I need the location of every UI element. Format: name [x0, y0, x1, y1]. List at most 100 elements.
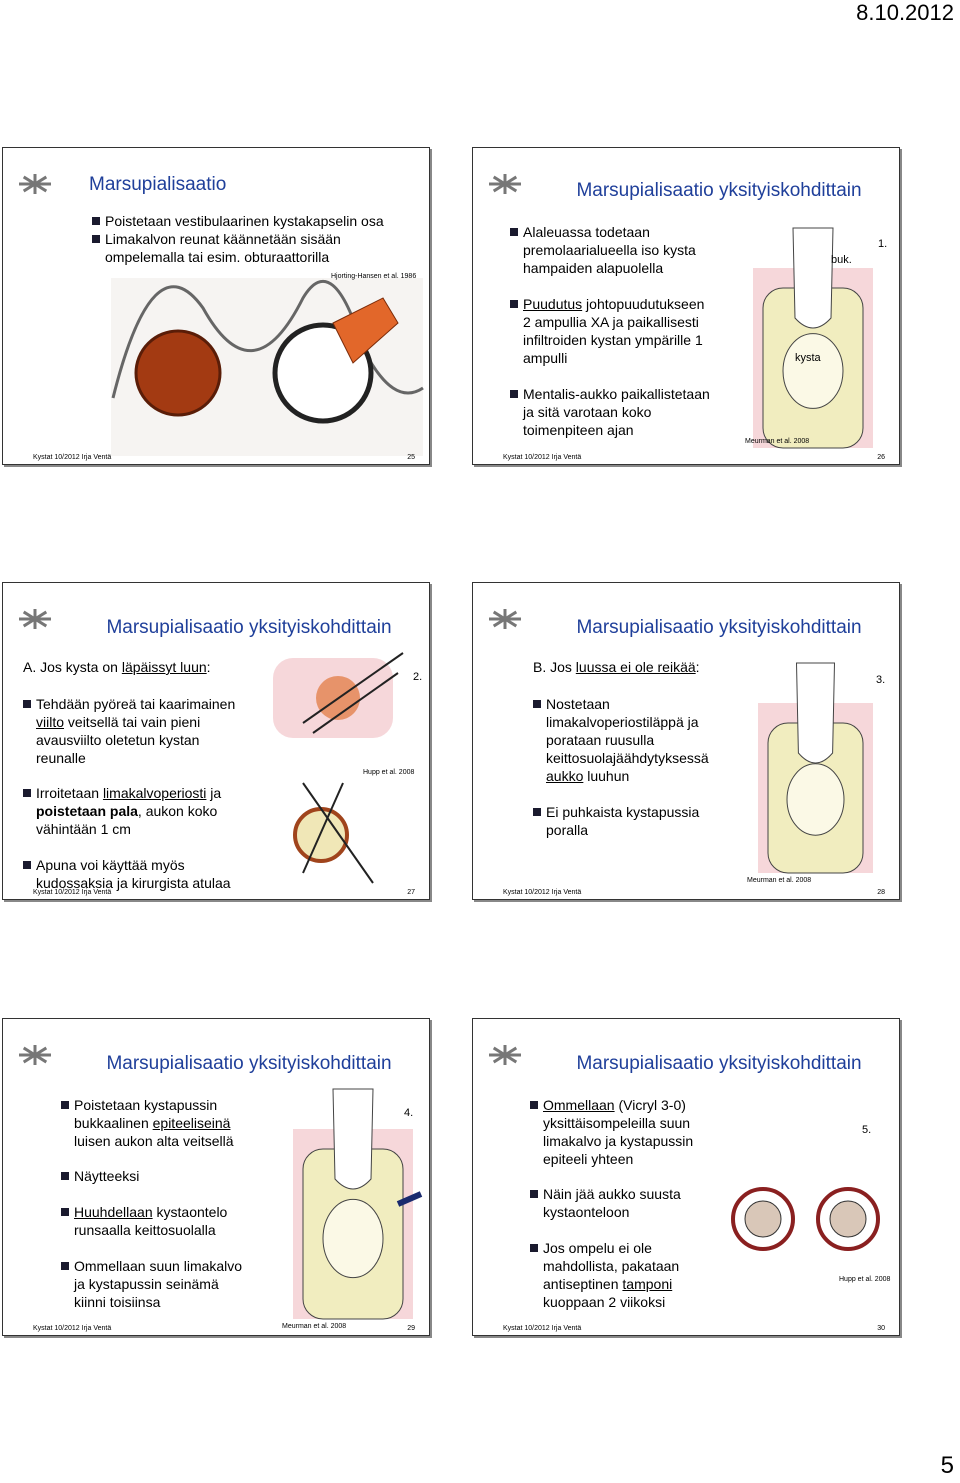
- bullet-line: Näytteeksi: [74, 1167, 139, 1185]
- bullet-line: porataan ruusulla: [546, 731, 654, 749]
- bullet-marker: [510, 390, 518, 398]
- scissors: [302, 652, 404, 734]
- text-run: keittosuolajäähdytyksessä: [546, 750, 709, 766]
- bullet-marker: [533, 700, 541, 708]
- text-run: kuoppaan 2 viikoksi: [543, 1294, 666, 1310]
- bullet-line: toimenpiteen ajan: [523, 421, 634, 439]
- credit: Hupp et al. 2008: [839, 1276, 891, 1283]
- logo: [34, 1053, 48, 1064]
- logo: [492, 1046, 506, 1057]
- cyst: [786, 763, 845, 836]
- slide-title: Marsupialisaatio yksityiskohdittain: [576, 180, 862, 201]
- text-run: Nostetaan: [546, 696, 610, 712]
- slide: Marsupialisaatio Poistetaan vestibulaarin…: [2, 147, 430, 465]
- text-run: ompelemalla tai esim. obturaattorilla: [105, 249, 330, 265]
- text-run: Poistetaan kystapussin: [74, 1097, 218, 1113]
- bullet-line: Näin jää aukko suusta: [543, 1185, 681, 1203]
- bullet-line: poralla: [546, 821, 588, 839]
- bullet-line: poistetaan pala, aukon koko: [36, 802, 217, 820]
- bullet-line: premolaarialueella iso kysta: [523, 241, 696, 259]
- bullet-marker: [510, 228, 518, 236]
- tooth: [332, 1088, 374, 1190]
- text-run: 2 ampullia XA ja paikallisesti: [523, 314, 699, 330]
- bullet-marker: [530, 1244, 538, 1252]
- logo: [504, 1046, 518, 1057]
- bullet-line: Poistetaan kystapussin: [74, 1096, 217, 1114]
- bullet-marker: [61, 1101, 69, 1109]
- bullet-line: viilto veitsellä tai vain pieni: [36, 713, 200, 731]
- text-run: kudossaksia ja kirurgista atulaa: [36, 875, 231, 891]
- text-run: mahdollista, pakataan: [543, 1258, 680, 1274]
- bullet-line: Ei puhkaista kystapussia: [546, 803, 699, 821]
- bullet-line: epiteeli yhteen: [543, 1150, 633, 1168]
- figure: [19, 1045, 423, 1320]
- text-run: tamponi: [622, 1276, 673, 1292]
- bullet-line: Poistetaan vestibulaarinen kystakapselin…: [105, 212, 384, 230]
- cyst: [744, 1200, 782, 1238]
- figure: [489, 609, 873, 874]
- text-run: premolaarialueella iso kysta: [523, 242, 696, 258]
- text-run: limakalvoperiosti: [102, 785, 207, 801]
- text-run: aukko: [546, 768, 584, 784]
- text-run: Puudutus: [523, 296, 583, 312]
- text-run: Tehdään pyöreä tai kaarimainen: [36, 696, 236, 712]
- footer: Kystat 10/2012 Irja Ventä: [503, 454, 582, 461]
- bullet-marker: [23, 700, 31, 708]
- bullet-marker: [61, 1208, 69, 1216]
- bullet-line: reunalle: [36, 749, 86, 767]
- bullet-line: Limakalvon reunat käännetään sisään: [105, 230, 341, 248]
- cyst: [782, 333, 844, 409]
- text-run: hampaiden alapuolella: [523, 260, 664, 276]
- bullet-line: ja sitä varotaan koko: [523, 403, 651, 421]
- bullet-line: 2 ampullia XA ja paikallisesti: [523, 313, 699, 331]
- bullet-line: avausviilto oletetun kystan: [36, 731, 199, 749]
- credit: Meurman et al. 2008: [282, 1323, 347, 1330]
- logo: [22, 175, 36, 186]
- logo: [504, 610, 518, 621]
- text-run: Ommellaan suun limakalvo: [74, 1258, 243, 1274]
- bullet-marker: [92, 235, 100, 243]
- bullet-marker: [510, 300, 518, 308]
- bullet-line: Ommellaan (Vicryl 3-0): [543, 1096, 686, 1114]
- bullet-line: ampulli: [523, 349, 567, 367]
- bullet-line: bukkaalinen epiteeliseinä: [74, 1114, 230, 1132]
- text-run: antiseptinen: [543, 1276, 623, 1292]
- bullet-line: luisen aukon alta veitsellä: [74, 1132, 234, 1150]
- text-run: kiinni toisiinsa: [74, 1294, 161, 1310]
- text-run: veitsellä tai vain pieni: [64, 714, 201, 730]
- figure: [489, 1045, 880, 1251]
- bullet-line: Mentalis-aukko paikallistetaan: [523, 385, 710, 403]
- tooth: [792, 227, 834, 329]
- text-run: reunalle: [36, 750, 86, 766]
- text-run: avausviilto oletetun kystan: [36, 732, 200, 748]
- bullet-marker: [530, 1101, 538, 1109]
- slide-title: Marsupialisaatio yksityiskohdittain: [106, 617, 392, 638]
- tooth: [795, 662, 836, 764]
- slide-number: 29: [407, 1325, 415, 1332]
- text-run: poistetaan pala: [36, 803, 138, 819]
- text-run: limakalvoperiostiläppä ja: [546, 714, 699, 730]
- bullet-line: infiltroiden kystan ympärille 1: [523, 331, 703, 349]
- bullet-line: keittosuolajäähdytyksessä: [546, 749, 709, 767]
- footer: Kystat 10/2012 Irja Ventä: [503, 889, 582, 896]
- text-run: (Vicryl 3-0): [614, 1097, 686, 1113]
- logo: [34, 175, 48, 186]
- figure: [19, 174, 424, 456]
- bullet-marker: [61, 1172, 69, 1180]
- bullet-line: Puudutus johtopuudutukseen: [523, 295, 704, 313]
- text-run: kystaontelo: [152, 1204, 228, 1220]
- logo: [22, 1046, 36, 1057]
- figure-label: kysta: [795, 352, 821, 364]
- figure: [489, 174, 873, 449]
- intro: B. Jos luussa ei ole reikää:: [533, 658, 700, 676]
- logo: [22, 610, 36, 621]
- text-run: epiteeli yhteen: [543, 1151, 634, 1167]
- bullet-line: ja kystapussin seinämä: [74, 1275, 219, 1293]
- bullet-line: Ommellaan suun limakalvo: [74, 1257, 242, 1275]
- bullet-marker: [23, 861, 31, 869]
- bullet-line: kystaonteloon: [543, 1203, 629, 1221]
- text-run: porataan ruusulla: [546, 732, 655, 748]
- text-run: poralla: [546, 822, 589, 838]
- text-run: Poistetaan vestibulaarinen kystakapselin…: [105, 213, 384, 229]
